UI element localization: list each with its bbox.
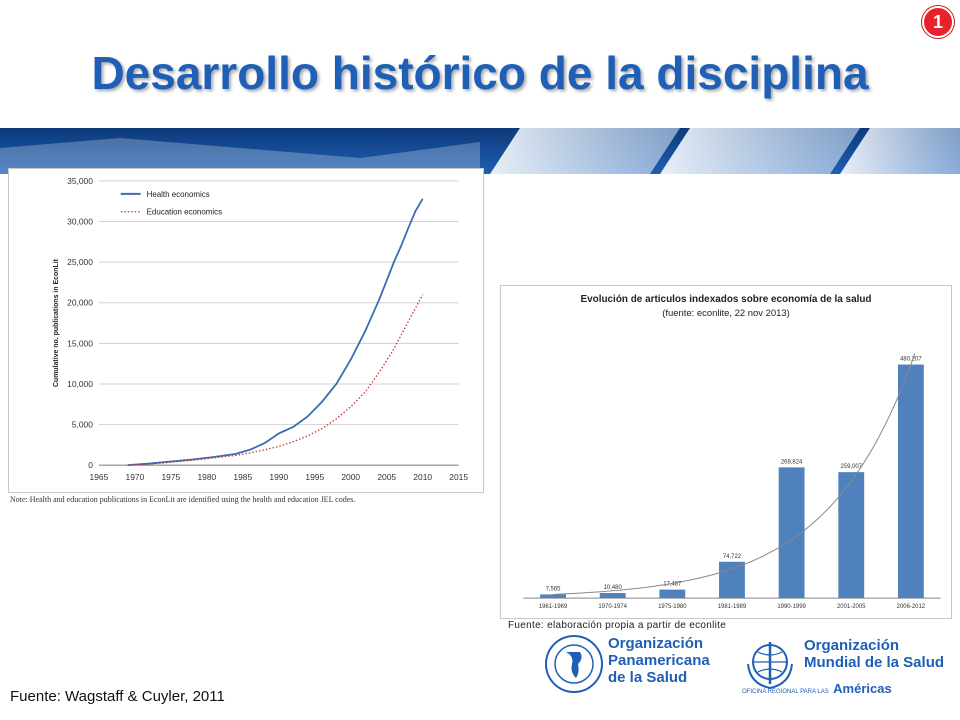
x-tick-label: 2010	[413, 472, 432, 482]
who-line-2: Mundial de la Salud	[804, 654, 945, 671]
y-tick-label: 35,000	[67, 176, 93, 186]
bar-value-label: 10,480	[604, 585, 623, 591]
y-tick-label: 20,000	[67, 298, 93, 308]
x-tick-label: 1990	[269, 472, 288, 482]
y-tick-label: 15,000	[67, 338, 93, 348]
category-label: 1970-1974	[598, 604, 627, 610]
category-label: 1990-1999	[777, 604, 806, 610]
x-tick-label: 2000	[341, 472, 360, 482]
who-logo: Organización Mundial de la Salud OFICINA…	[740, 634, 955, 696]
who-emblem-icon	[747, 642, 793, 690]
bar-value-label: 17,487	[663, 582, 682, 588]
page-title: Desarrollo histórico de la disciplina	[91, 47, 869, 99]
bar	[719, 561, 745, 599]
chart1-note: Note: Health and education publications …	[10, 495, 356, 504]
source-left: Fuente: Wagstaff & Cuyler, 2011	[10, 688, 225, 705]
y-tick-label: 25,000	[67, 257, 93, 267]
bar	[778, 467, 805, 599]
bar-value-label: 259,007	[840, 464, 862, 470]
paho-line-3: de la Salud	[608, 669, 688, 686]
paho-line-1: Organización	[608, 635, 704, 652]
x-tick-label: 2015	[449, 472, 468, 482]
who-region: Américas	[833, 681, 892, 696]
bar	[540, 594, 566, 599]
chart2-title: Evolución de articulos indexados sobre e…	[580, 294, 871, 305]
y-axis-label: Cumulative no. publications in EconLit	[53, 258, 60, 387]
health-vs-education-line-chart: 0 5,000 10,000 15,000 20,000 25,000 30,000 35,0…	[8, 168, 484, 493]
x-tick-label: 1965	[90, 472, 109, 482]
legend-label: Education economics	[147, 208, 222, 217]
who-line-1: Organización	[804, 637, 900, 654]
bar-value-label: 480,207	[900, 357, 922, 363]
health-economics-line	[127, 198, 424, 467]
bar-value-label: 268,824	[781, 459, 803, 465]
bar	[659, 589, 686, 599]
bar	[897, 364, 924, 599]
x-tick-label: 1980	[197, 472, 216, 482]
paho-logo: Organización Panamericana de la Salud	[544, 634, 724, 694]
education-economics-line	[127, 294, 424, 466]
paho-seal-icon	[545, 635, 603, 693]
x-tick-label: 1985	[233, 472, 252, 482]
category-label: 2001-2005	[837, 604, 866, 610]
paho-line-2: Panamericana	[608, 652, 710, 669]
category-label: 1961-1969	[539, 604, 568, 610]
y-tick-label: 0	[88, 460, 93, 470]
exponential-trendline	[553, 353, 916, 595]
category-label: 1975-1980	[658, 604, 687, 610]
category-label: 1981-1989	[718, 604, 747, 610]
chart2-subtitle: (fuente: econlite, 22 nov 2013)	[662, 308, 790, 319]
x-tick-label: 1995	[305, 472, 324, 482]
bar-value-label: 74,722	[723, 554, 742, 560]
decorative-banner	[0, 128, 960, 174]
y-tick-label: 30,000	[67, 217, 93, 227]
y-tick-label: 10,000	[67, 379, 93, 389]
legend-label: Health economics	[147, 190, 210, 199]
category-label: 2006-2012	[897, 604, 926, 610]
indexed-articles-bar-chart: Evolución de articulos indexados sobre e…	[500, 285, 952, 619]
bar-value-label: 7,565	[546, 586, 562, 592]
who-sub: OFICINA REGIONAL PARA LAS	[742, 689, 829, 695]
bar	[599, 593, 626, 599]
x-tick-label: 2005	[377, 472, 396, 482]
slide-number-badge: 1	[922, 6, 954, 38]
x-tick-label: 1970	[125, 472, 144, 482]
y-tick-label: 5,000	[72, 420, 93, 430]
bar	[838, 472, 865, 599]
x-tick-label: 1975	[161, 472, 180, 482]
source-right: Fuente: elaboración propia a partir de e…	[508, 620, 727, 631]
